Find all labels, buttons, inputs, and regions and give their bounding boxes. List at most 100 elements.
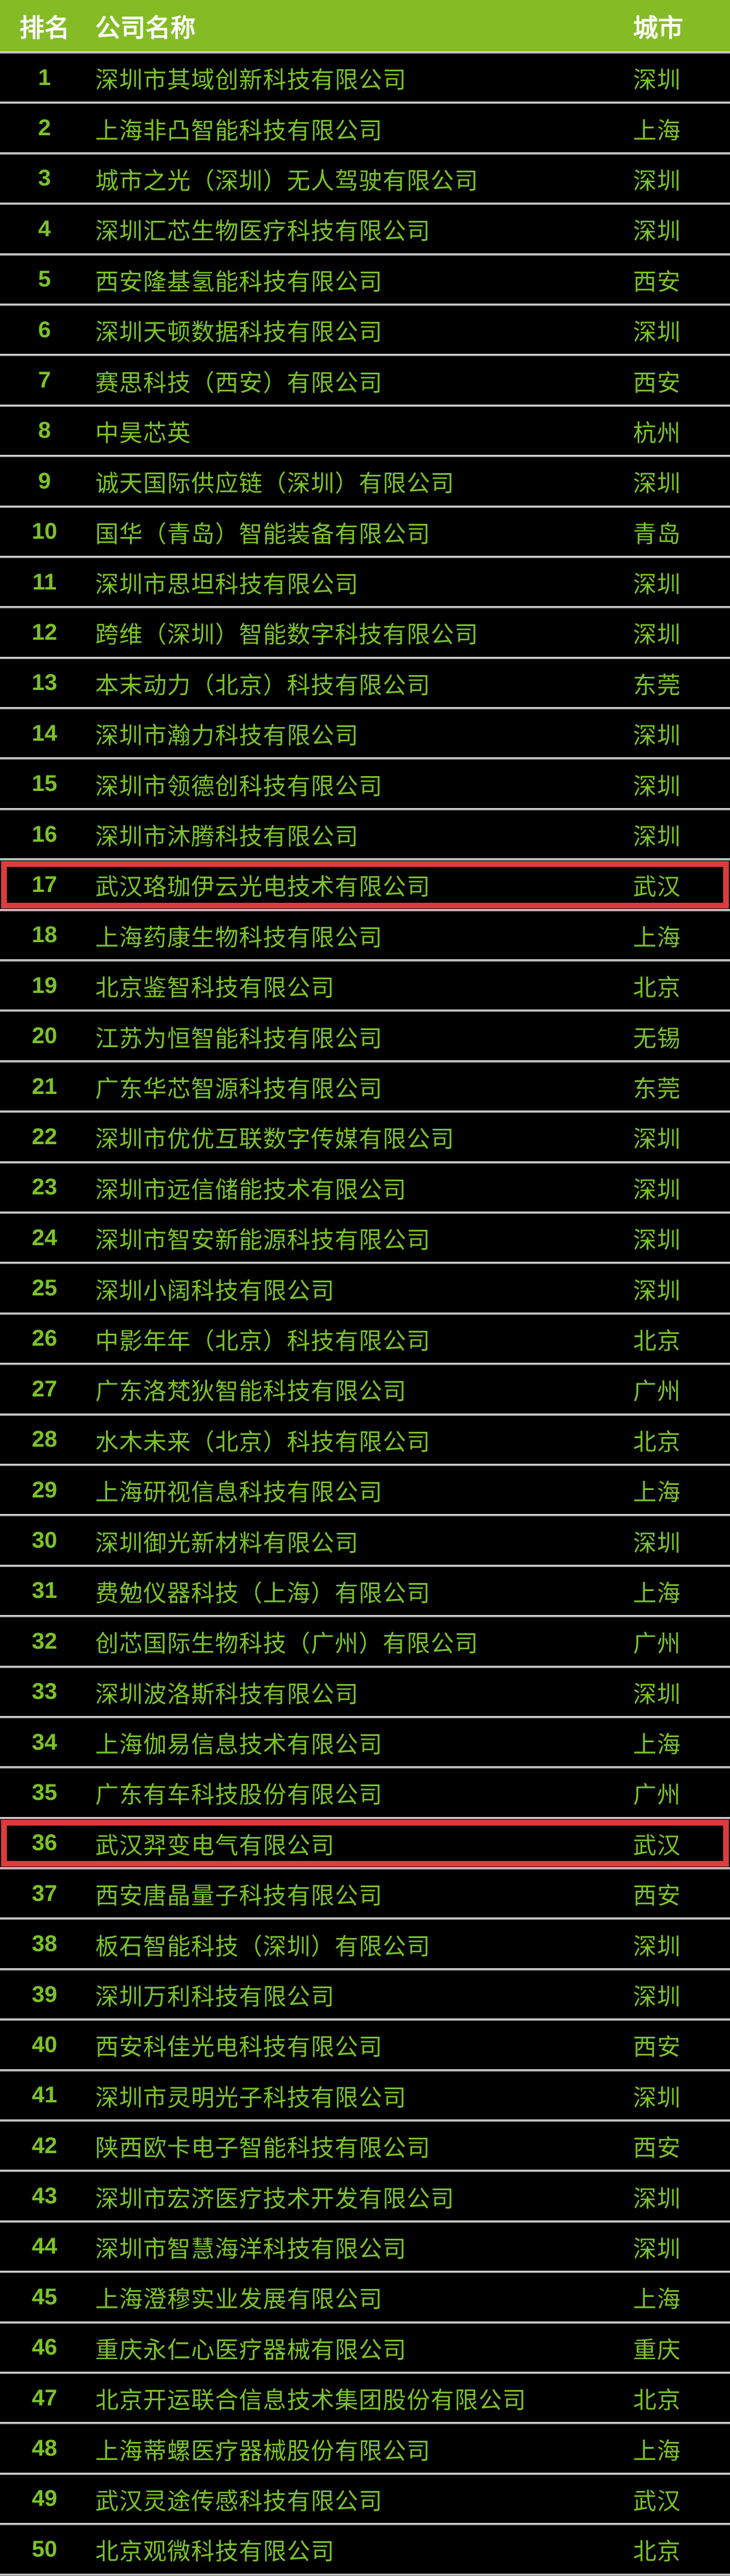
rank-cell: 46 bbox=[31, 2335, 58, 2360]
rank-cell: 12 bbox=[31, 619, 58, 645]
rank-cell: 50 bbox=[31, 2536, 58, 2562]
rank-cell: 9 bbox=[38, 468, 51, 494]
city-cell: 深圳 bbox=[633, 1984, 681, 2010]
table-row: 33 深圳波洛斯科技有限公司 深圳 bbox=[0, 1667, 730, 1719]
city-cell: 深圳 bbox=[633, 1227, 681, 1254]
company-cell: 上海药康生物科技有限公司 bbox=[95, 924, 383, 951]
city-cell: 深圳 bbox=[633, 823, 681, 850]
city-cell: 广州 bbox=[633, 1378, 681, 1405]
rank-cell: 18 bbox=[31, 922, 58, 948]
company-cell: 深圳市沐腾科技有限公司 bbox=[95, 823, 359, 850]
table-row-highlighted: 36 武汉羿变电气有限公司 武汉 bbox=[0, 1819, 730, 1870]
rank-cell: 6 bbox=[38, 317, 51, 342]
company-cell: 广东华芯智源科技有限公司 bbox=[95, 1076, 383, 1102]
rank-cell: 22 bbox=[31, 1124, 58, 1149]
table-row: 31 费勉仪器科技（上海）有限公司 上海 bbox=[0, 1566, 730, 1618]
rank-cell: 7 bbox=[38, 368, 51, 393]
rank-cell: 10 bbox=[31, 519, 58, 544]
table-row: 44 深圳市智慧海洋科技有限公司 深圳 bbox=[0, 2222, 730, 2274]
table-row: 49 武汉灵途传感科技有限公司 武汉 bbox=[0, 2474, 730, 2526]
company-cell: 深圳市远信储能技术有限公司 bbox=[95, 1176, 407, 1203]
city-cell: 武汉 bbox=[633, 1832, 681, 1859]
company-cell: 国华（青岛）智能装备有限公司 bbox=[95, 520, 431, 547]
table-row: 48 上海蒂螺医疗器械股份有限公司 上海 bbox=[0, 2424, 730, 2476]
company-cell: 深圳天顿数据科技有限公司 bbox=[95, 319, 383, 346]
company-cell: 西安隆基氢能科技有限公司 bbox=[95, 268, 383, 295]
table-header-row: 排名 公司名称 城市 bbox=[0, 0, 730, 54]
city-cell: 深圳 bbox=[633, 218, 681, 245]
company-cell: 武汉珞珈伊云光电技术有限公司 bbox=[95, 874, 431, 901]
header-company-label: 公司名称 bbox=[95, 14, 196, 42]
company-cell: 上海澄穆实业发展有限公司 bbox=[95, 2286, 383, 2313]
city-cell: 深圳 bbox=[633, 1933, 681, 1960]
city-cell: 深圳 bbox=[633, 2185, 681, 2212]
table-row: 32 创芯国际生物科技（广州）有限公司 广州 bbox=[0, 1617, 730, 1668]
rank-cell: 43 bbox=[31, 2183, 58, 2209]
table-row: 15 深圳市领德创科技有限公司 深圳 bbox=[0, 760, 730, 811]
city-cell: 深圳 bbox=[633, 1126, 681, 1153]
company-cell: 诚天国际供应链（深圳）有限公司 bbox=[95, 470, 455, 497]
rank-cell: 36 bbox=[31, 1830, 58, 1856]
rank-cell: 27 bbox=[31, 1376, 58, 1402]
city-cell: 重庆 bbox=[633, 2336, 681, 2363]
company-cell: 中昊芯英 bbox=[95, 419, 191, 446]
table-row: 9 诚天国际供应链（深圳）有限公司 深圳 bbox=[0, 457, 730, 508]
table-row: 39 深圳万利科技有限公司 深圳 bbox=[0, 1970, 730, 2021]
table-row: 16 深圳市沐腾科技有限公司 深圳 bbox=[0, 810, 730, 861]
rank-cell: 26 bbox=[31, 1326, 58, 1351]
city-cell: 西安 bbox=[633, 2135, 681, 2162]
rank-cell: 13 bbox=[31, 670, 58, 696]
rank-cell: 45 bbox=[31, 2284, 58, 2309]
city-cell: 深圳 bbox=[633, 167, 681, 194]
company-cell: 费勉仪器科技（上海）有限公司 bbox=[95, 1580, 431, 1606]
table-row: 12 跨维（深圳）智能数字科技有限公司 深圳 bbox=[0, 608, 730, 660]
company-cell: 深圳汇芯生物医疗科技有限公司 bbox=[95, 218, 431, 245]
city-cell: 上海 bbox=[633, 924, 681, 951]
city-cell: 深圳 bbox=[633, 571, 681, 598]
table-row: 10 国华（青岛）智能装备有限公司 青岛 bbox=[0, 507, 730, 559]
city-cell: 深圳 bbox=[633, 2084, 681, 2111]
company-cell: 深圳市智慧海洋科技有限公司 bbox=[95, 2235, 407, 2262]
city-cell: 西安 bbox=[633, 1883, 681, 1909]
city-cell: 深圳 bbox=[633, 1681, 681, 1707]
city-cell: 东莞 bbox=[633, 672, 681, 698]
company-cell: 上海蒂螺医疗器械股份有限公司 bbox=[95, 2437, 431, 2464]
city-cell: 深圳 bbox=[633, 2235, 681, 2262]
table-row: 41 深圳市灵明光子科技有限公司 深圳 bbox=[0, 2071, 730, 2122]
table-row: 42 陕西欧卡电子智能科技有限公司 西安 bbox=[0, 2122, 730, 2173]
table-row: 3 城市之光（深圳）无人驾驶有限公司 深圳 bbox=[0, 154, 730, 205]
city-cell: 上海 bbox=[633, 2286, 681, 2313]
company-cell: 深圳市思坦科技有限公司 bbox=[95, 571, 359, 598]
city-cell: 青岛 bbox=[633, 520, 681, 547]
table-row: 46 重庆永仁心医疗器械有限公司 重庆 bbox=[0, 2323, 730, 2375]
table-row: 6 深圳天顿数据科技有限公司 深圳 bbox=[0, 305, 730, 357]
rank-cell: 5 bbox=[38, 267, 51, 292]
company-cell: 西安科佳光电科技有限公司 bbox=[95, 2034, 383, 2061]
rank-cell: 1 bbox=[38, 64, 51, 90]
company-cell: 北京开运联合信息技术集团股份有限公司 bbox=[95, 2387, 526, 2414]
table-row: 25 深圳小阔科技有限公司 深圳 bbox=[0, 1264, 730, 1315]
city-cell: 北京 bbox=[633, 1428, 681, 1455]
company-cell: 上海研视信息科技有限公司 bbox=[95, 1479, 383, 1506]
rank-cell: 34 bbox=[31, 1729, 58, 1755]
table-row: 38 板石智能科技（深圳）有限公司 深圳 bbox=[0, 1920, 730, 1971]
rank-cell: 40 bbox=[31, 2032, 58, 2057]
rank-cell: 21 bbox=[31, 1073, 58, 1099]
table-row: 28 水木未来（北京）科技有限公司 北京 bbox=[0, 1415, 730, 1467]
company-cell: 深圳小阔科技有限公司 bbox=[95, 1277, 335, 1304]
table-row: 18 上海药康生物科技有限公司 上海 bbox=[0, 911, 730, 962]
rank-cell: 20 bbox=[31, 1023, 58, 1049]
table-row-highlighted: 17 武汉珞珈伊云光电技术有限公司 武汉 bbox=[0, 861, 730, 912]
company-cell: 深圳波洛斯科技有限公司 bbox=[95, 1681, 359, 1707]
table-row: 35 广东有车科技股份有限公司 广州 bbox=[0, 1769, 730, 1820]
table-row: 2 上海非凸智能科技有限公司 上海 bbox=[0, 104, 730, 155]
table-row: 50 北京观微科技有限公司 北京 bbox=[0, 2525, 730, 2576]
table-row: 29 上海研视信息科技有限公司 上海 bbox=[0, 1465, 730, 1517]
city-cell: 西安 bbox=[633, 268, 681, 295]
city-cell: 北京 bbox=[633, 2387, 681, 2414]
city-cell: 深圳 bbox=[633, 722, 681, 749]
rank-cell: 42 bbox=[31, 2133, 58, 2158]
city-cell: 深圳 bbox=[633, 621, 681, 648]
table-row: 45 上海澄穆实业发展有限公司 上海 bbox=[0, 2273, 730, 2324]
company-cell: 深圳万利科技有限公司 bbox=[95, 1984, 335, 2010]
